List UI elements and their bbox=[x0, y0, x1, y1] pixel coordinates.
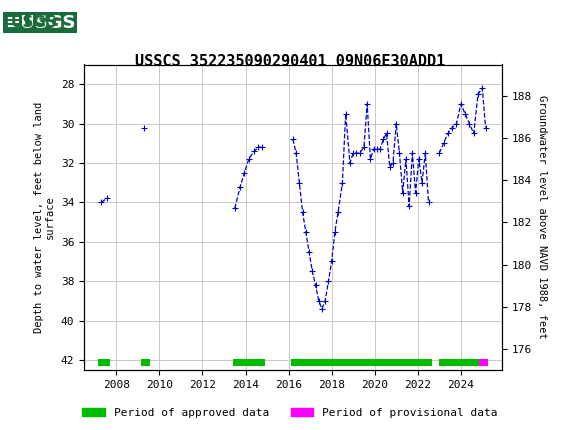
Bar bbox=[291, 359, 432, 366]
Text: ≡USGS: ≡USGS bbox=[5, 14, 75, 31]
Legend: Period of approved data, Period of provisional data: Period of approved data, Period of provi… bbox=[78, 403, 502, 422]
Text: USSCS 352235090290401 09N06E30ADD1: USSCS 352235090290401 09N06E30ADD1 bbox=[135, 54, 445, 69]
Bar bbox=[233, 359, 265, 366]
Y-axis label: Groundwater level above NAVD 1988, feet: Groundwater level above NAVD 1988, feet bbox=[537, 95, 547, 339]
Text: USGS: USGS bbox=[10, 15, 57, 30]
Bar bbox=[2, 3, 66, 42]
Bar bbox=[141, 359, 150, 366]
Bar bbox=[479, 359, 488, 366]
FancyBboxPatch shape bbox=[3, 4, 70, 41]
Y-axis label: Depth to water level, feet below land
surface: Depth to water level, feet below land su… bbox=[34, 101, 55, 333]
Bar bbox=[439, 359, 479, 366]
Bar bbox=[98, 359, 110, 366]
